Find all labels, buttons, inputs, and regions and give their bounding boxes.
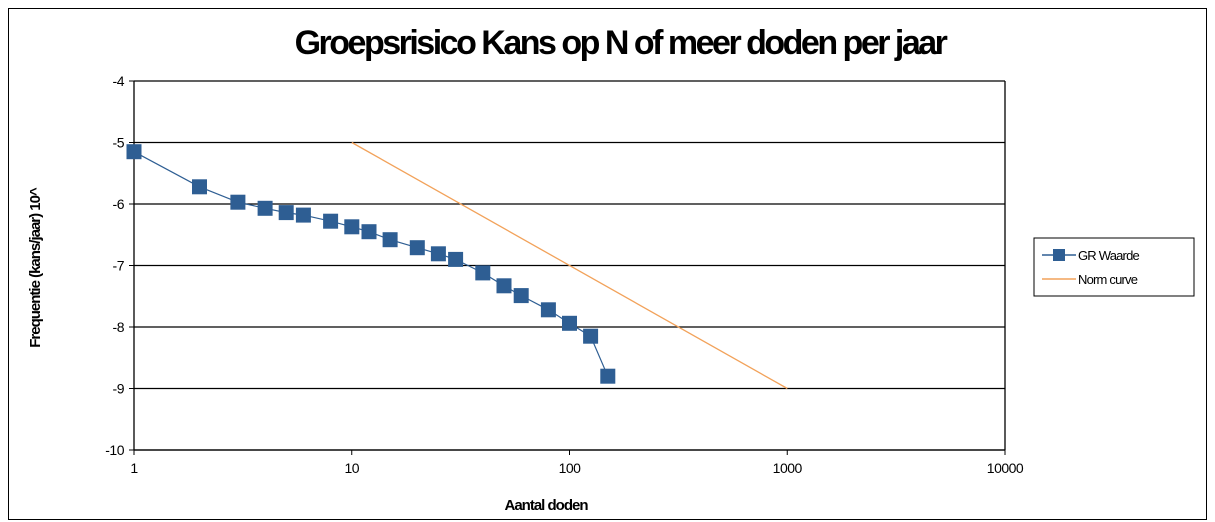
data-point-0-1	[192, 179, 207, 195]
data-point-0-2	[230, 194, 246, 210]
x-axis-label: Aantal doden	[504, 497, 588, 514]
x-tick-label-0: 1	[130, 460, 138, 476]
data-point-0-4	[278, 205, 294, 221]
y-tick-label-2: -6	[113, 196, 125, 212]
data-point-0-7	[344, 219, 360, 235]
x-tick-labels: 1 10 100 1000 10000	[130, 460, 1024, 476]
x-tick-label-2: 100	[559, 460, 582, 476]
data-point-0-11	[430, 246, 446, 262]
data-point-0-13	[475, 265, 491, 281]
y-tick-label-0: -4	[113, 73, 125, 89]
data-point-0-3	[257, 200, 273, 216]
chart-title: Groepsrisico Kans op N of meer doden per…	[295, 24, 948, 62]
y-tick-label-3: -7	[113, 258, 125, 274]
legend: GR Waarde Norm curve	[1033, 237, 1195, 297]
legend-box	[1033, 237, 1195, 297]
data-point-0-12	[448, 251, 464, 267]
data-point-0-8	[361, 224, 377, 240]
y-axis-label: Frequentie (kans/jaar) 10^	[27, 187, 44, 348]
data-point-0-14	[496, 278, 512, 294]
data-point-0-16	[540, 302, 556, 318]
data-point-0-9	[382, 232, 398, 248]
axes	[129, 80, 1006, 455]
chart-frame	[8, 8, 1207, 520]
y-tick-labels: -4 -5 -6 -7 -8 -9 -10	[105, 73, 125, 458]
data-series	[126, 141, 788, 390]
x-tick-label-3: 1000	[773, 460, 803, 476]
legend-label-gr-waarde: GR Waarde	[1078, 248, 1140, 263]
data-point-0-17	[562, 315, 577, 331]
legend-marker-gr-waarde	[1053, 249, 1065, 261]
data-point-0-6	[323, 213, 339, 229]
data-point-0-0	[126, 144, 142, 160]
x-tick-label-1: 10	[344, 460, 359, 476]
y-tick-label-5: -9	[113, 381, 125, 397]
data-point-0-10	[409, 240, 425, 256]
data-point-0-18	[583, 328, 599, 344]
series-line-1	[351, 141, 788, 390]
data-point-0-15	[513, 288, 529, 304]
data-point-0-19	[600, 368, 616, 384]
y-tick-label-6: -10	[105, 442, 124, 458]
data-point-0-5	[295, 207, 311, 223]
x-tick-label-4: 10000	[987, 460, 1024, 476]
y-tick-label-4: -8	[113, 319, 125, 335]
y-tick-label-1: -5	[113, 135, 125, 151]
legend-label-norm-curve: Norm curve	[1078, 272, 1138, 287]
